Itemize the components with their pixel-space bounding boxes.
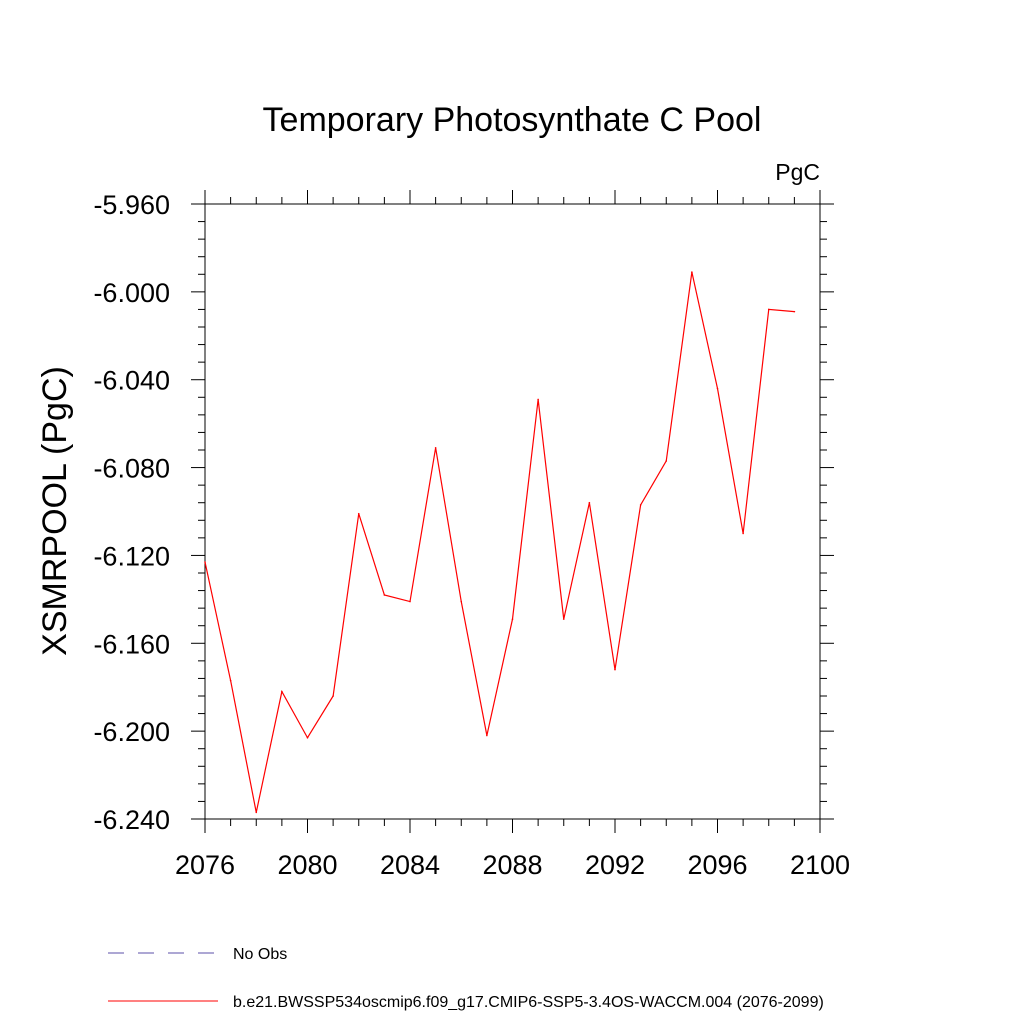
x-tick-label: 2092: [585, 850, 645, 880]
data-point: [434, 447, 437, 449]
data-point: [639, 504, 642, 506]
data-point: [281, 690, 283, 693]
x-tick-label: 2096: [687, 850, 747, 880]
data-point: [537, 398, 539, 401]
data-point: [716, 387, 719, 390]
y-tick-label: -6.000: [93, 278, 170, 308]
data-point: [665, 460, 668, 462]
y-tick-label: -6.200: [93, 717, 170, 747]
data-point: [357, 512, 360, 515]
chart-title: Temporary Photosynthate C Pool: [263, 101, 762, 139]
data-point: [486, 734, 488, 737]
data-point: [255, 811, 258, 814]
data-point: [691, 271, 693, 273]
data-point: [742, 532, 744, 535]
data-point: [306, 736, 309, 739]
data-point: [767, 308, 770, 311]
y-tick-label: -6.040: [93, 366, 170, 396]
y-axis-label: XSMRPOOL (PgC): [36, 366, 74, 656]
x-tick-label: 2100: [790, 850, 850, 880]
data-point: [409, 600, 411, 603]
data-point: [511, 618, 514, 620]
series-line-1: [204, 271, 795, 813]
x-tick-label: 2084: [380, 850, 440, 880]
data-point: [562, 618, 565, 620]
x-tick-label: 2080: [277, 850, 337, 880]
plot-frame: [204, 203, 821, 820]
x-tick-label: 2076: [175, 850, 235, 880]
data-point: [793, 310, 796, 313]
data-point: [588, 501, 591, 504]
y-tick-label: -6.240: [93, 805, 170, 835]
y-tick-label: -5.960: [93, 190, 170, 220]
x-tick-label: 2088: [482, 850, 542, 880]
axis-ticks: 2076 2080 2084 2088 2092 2096 2100 -6.240 -6.200…: [93, 190, 850, 880]
data-point: [204, 561, 206, 563]
data-point: [614, 668, 616, 671]
data-point: [460, 600, 463, 603]
legend-label-0: No Obs: [233, 946, 287, 963]
data-point: [229, 679, 232, 682]
data-point: [332, 695, 334, 697]
legend: No Obs b.e21.BWSSP534oscmip6.f09_g17.CMIP…: [108, 946, 824, 1011]
legend-label-1: b.e21.BWSSP534oscmip6.f09_g17.CMIP6-SSP5…: [233, 994, 824, 1011]
y-tick-label: -6.120: [93, 541, 170, 571]
data-point: [383, 594, 386, 596]
y-tick-label: -6.160: [93, 629, 170, 659]
series-layer: [204, 271, 796, 814]
y-tick-label: -6.080: [93, 454, 170, 484]
units-label: PgC: [775, 159, 820, 185]
